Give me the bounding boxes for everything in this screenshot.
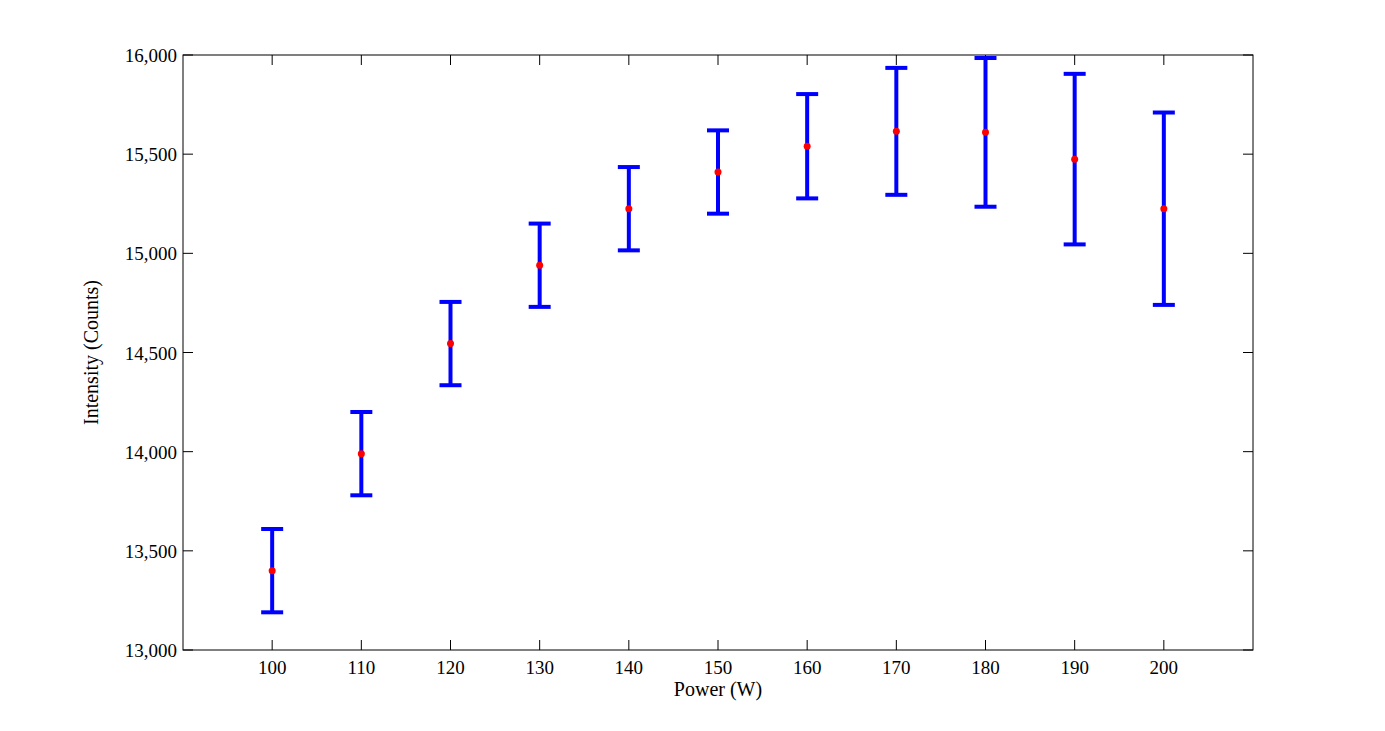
data-point bbox=[982, 129, 989, 136]
x-tick-top bbox=[1163, 55, 1164, 65]
y-tick-right bbox=[1243, 154, 1253, 155]
x-tick-label: 190 bbox=[1060, 657, 1089, 678]
x-tick-label: 120 bbox=[436, 657, 465, 678]
error-bar bbox=[440, 302, 462, 385]
y-tick-right bbox=[1243, 550, 1253, 551]
chart: 100 110 120 130 140 150 160 170 180 190 200 13,000 1… bbox=[0, 0, 1385, 731]
x-tick bbox=[361, 640, 362, 650]
y-tick bbox=[183, 55, 193, 56]
error-bar bbox=[261, 529, 283, 612]
x-tick-label: 180 bbox=[971, 657, 1000, 678]
error-bar bbox=[350, 412, 372, 495]
data-point bbox=[358, 450, 365, 457]
x-tick-label: 200 bbox=[1150, 657, 1179, 678]
x-tick bbox=[272, 640, 273, 650]
y-tick-label: 15,000 bbox=[125, 243, 177, 264]
x-tick-top bbox=[272, 55, 273, 65]
y-tick-label: 14,000 bbox=[125, 442, 177, 463]
x-tick bbox=[450, 640, 451, 650]
x-tick bbox=[1074, 640, 1075, 650]
y-tick-right bbox=[1243, 451, 1253, 452]
x-tick bbox=[896, 640, 897, 650]
error-bar bbox=[885, 68, 907, 195]
data-point bbox=[447, 340, 454, 347]
data-point bbox=[893, 128, 900, 135]
data-point bbox=[625, 205, 632, 212]
x-tick-top bbox=[628, 55, 629, 65]
y-tick-right bbox=[1243, 253, 1253, 254]
y-tick-label: 13,500 bbox=[125, 541, 177, 562]
x-tick-top bbox=[807, 55, 808, 65]
x-axis-label: Power (W) bbox=[674, 678, 762, 701]
data-point bbox=[269, 567, 276, 574]
x-tick-top bbox=[361, 55, 362, 65]
y-tick bbox=[183, 253, 193, 254]
error-bar bbox=[618, 167, 640, 250]
error-bar bbox=[975, 58, 997, 207]
x-tick-top bbox=[896, 55, 897, 65]
plot-frame bbox=[183, 55, 1253, 650]
data-point bbox=[804, 143, 811, 150]
y-tick-right bbox=[1243, 352, 1253, 353]
data-point bbox=[536, 262, 543, 269]
x-tick bbox=[1163, 640, 1164, 650]
y-tick-label: 13,000 bbox=[125, 640, 177, 661]
plot-data bbox=[261, 58, 1175, 612]
y-tick bbox=[183, 650, 193, 651]
y-axis-label: Intensity (Counts) bbox=[80, 280, 103, 425]
y-tick-right bbox=[1243, 55, 1253, 56]
error-bar bbox=[707, 130, 729, 213]
error-bar bbox=[796, 94, 818, 198]
x-tick-label: 130 bbox=[525, 657, 554, 678]
x-tick-top bbox=[718, 55, 719, 65]
y-tick bbox=[183, 550, 193, 551]
y-tick-right bbox=[1243, 650, 1253, 651]
x-tick-label: 110 bbox=[347, 657, 375, 678]
error-bar bbox=[1153, 113, 1175, 305]
data-point bbox=[1071, 156, 1078, 163]
x-tick-label: 140 bbox=[615, 657, 644, 678]
x-tick bbox=[539, 640, 540, 650]
y-tick bbox=[183, 451, 193, 452]
x-tick-top bbox=[450, 55, 451, 65]
error-bar bbox=[1064, 74, 1086, 245]
x-tick bbox=[628, 640, 629, 650]
x-tick-label: 160 bbox=[793, 657, 822, 678]
y-tick-label: 16,000 bbox=[125, 45, 177, 66]
y-tick-label: 14,500 bbox=[125, 343, 177, 364]
data-point bbox=[1160, 205, 1167, 212]
x-tick-label: 100 bbox=[258, 657, 287, 678]
x-tick bbox=[718, 640, 719, 650]
y-tick-label: 15,500 bbox=[125, 144, 177, 165]
data-point bbox=[715, 169, 722, 176]
y-tick bbox=[183, 154, 193, 155]
x-tick-label: 170 bbox=[882, 657, 911, 678]
y-tick bbox=[183, 352, 193, 353]
x-tick-label: 150 bbox=[704, 657, 733, 678]
x-tick-top bbox=[1074, 55, 1075, 65]
x-tick bbox=[807, 640, 808, 650]
error-bar bbox=[529, 224, 551, 307]
x-tick-top bbox=[539, 55, 540, 65]
x-tick bbox=[985, 640, 986, 650]
